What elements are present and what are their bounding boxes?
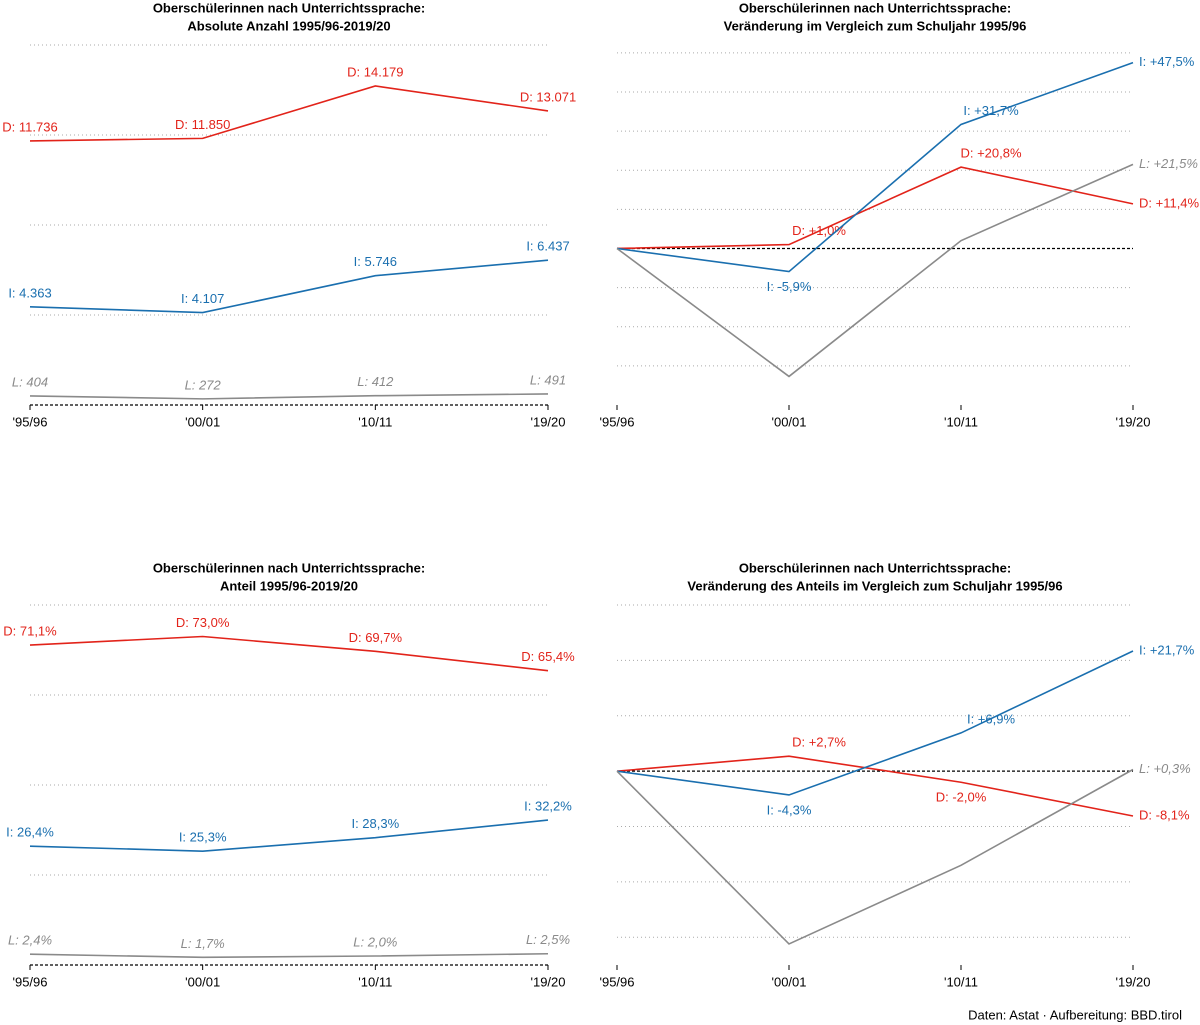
footer: Daten: Astat · Aufbereitung: BBD.tirol xyxy=(968,1007,1182,1022)
data-label: D: 65,4% xyxy=(521,649,575,664)
data-label: L: 2,0% xyxy=(353,934,397,949)
x-tick-label: '19/20 xyxy=(530,414,565,429)
x-tick-label: '95/96 xyxy=(599,414,634,429)
data-label: L: 412 xyxy=(357,374,394,389)
chart-title: Oberschülerinnen nach Unterrichtssprache… xyxy=(739,560,1011,575)
x-tick-label: '00/01 xyxy=(771,414,806,429)
chart-title: Anteil 1995/96-2019/20 xyxy=(220,578,358,593)
chart-title: Absolute Anzahl 1995/96-2019/20 xyxy=(187,18,390,33)
data-label: L: 1,7% xyxy=(181,936,225,951)
data-label: I: +47,5% xyxy=(1139,54,1195,69)
data-label: I: 28,3% xyxy=(351,816,399,831)
data-label: D: 11.850 xyxy=(175,117,230,132)
data-label: I: +21,7% xyxy=(1139,642,1195,657)
data-label: I: 4.107 xyxy=(181,291,224,306)
data-label: I: 5.746 xyxy=(354,254,397,269)
data-label: I: +31,7% xyxy=(963,103,1019,118)
series-line xyxy=(616,650,1134,796)
x-tick-label: '95/96 xyxy=(599,974,634,989)
data-label: L: 491 xyxy=(530,372,566,387)
x-tick-label: '00/01 xyxy=(771,974,806,989)
data-label: L: +21,5% xyxy=(1139,156,1198,171)
data-label: I: 4.363 xyxy=(8,285,51,300)
data-label: D: 69,7% xyxy=(349,630,403,645)
data-label: L: +0,3% xyxy=(1139,761,1191,776)
chart-title: Oberschülerinnen nach Unterrichtssprache… xyxy=(153,560,425,575)
series-line xyxy=(29,952,549,959)
series-line xyxy=(29,819,549,852)
chart-title: Veränderung des Anteils im Vergleich zum… xyxy=(687,578,1062,593)
data-label: D: 14.179 xyxy=(347,64,403,79)
data-label: I: -5,9% xyxy=(767,279,812,294)
chart-title: Veränderung im Vergleich zum Schuljahr 1… xyxy=(724,18,1027,33)
data-label: L: 272 xyxy=(185,377,222,392)
data-label: D: +11,4% xyxy=(1139,195,1200,210)
x-tick-label: '00/01 xyxy=(185,974,220,989)
data-label: I: 6.437 xyxy=(526,239,569,254)
x-tick-label: '19/20 xyxy=(1115,974,1150,989)
data-label: D: +2,7% xyxy=(792,735,846,750)
series-line xyxy=(29,85,549,142)
series-line xyxy=(616,755,1134,817)
data-label: I: -4,3% xyxy=(767,802,812,817)
x-tick-label: '10/11 xyxy=(944,414,978,429)
data-label: D: 11.736 xyxy=(2,119,57,134)
series-line xyxy=(616,61,1134,273)
series-line xyxy=(29,635,549,672)
x-tick-label: '19/20 xyxy=(530,974,565,989)
chart-title: Oberschülerinnen nach Unterrichtssprache… xyxy=(153,0,425,15)
x-tick-label: '95/96 xyxy=(12,974,47,989)
data-label: L: 2,4% xyxy=(8,933,52,948)
series-line xyxy=(616,166,1134,250)
data-label: D: +20,8% xyxy=(960,146,1022,161)
data-label: D: 13.071 xyxy=(520,89,576,104)
data-label: L: 2,5% xyxy=(526,932,570,947)
x-tick-label: '00/01 xyxy=(185,414,220,429)
data-label: D: 73,0% xyxy=(176,615,230,630)
series-line xyxy=(616,768,1134,945)
data-label: D: -2,0% xyxy=(936,790,987,805)
data-label: I: 32,2% xyxy=(524,799,572,814)
x-tick-label: '95/96 xyxy=(12,414,47,429)
data-label: I: 26,4% xyxy=(6,825,54,840)
x-tick-label: '10/11 xyxy=(358,974,392,989)
data-label: D: -8,1% xyxy=(1139,807,1190,822)
data-label: D: 71,1% xyxy=(3,623,57,638)
x-tick-label: '10/11 xyxy=(944,974,978,989)
series-line xyxy=(29,393,549,400)
data-label: I: +6,9% xyxy=(967,711,1015,726)
x-tick-label: '19/20 xyxy=(1115,414,1150,429)
chart-title: Oberschülerinnen nach Unterrichtssprache… xyxy=(739,0,1011,15)
series-line xyxy=(616,163,1134,378)
series-line xyxy=(29,259,549,314)
x-tick-label: '10/11 xyxy=(358,414,392,429)
data-label: L: 404 xyxy=(12,374,48,389)
data-label: I: 25,3% xyxy=(179,830,227,845)
